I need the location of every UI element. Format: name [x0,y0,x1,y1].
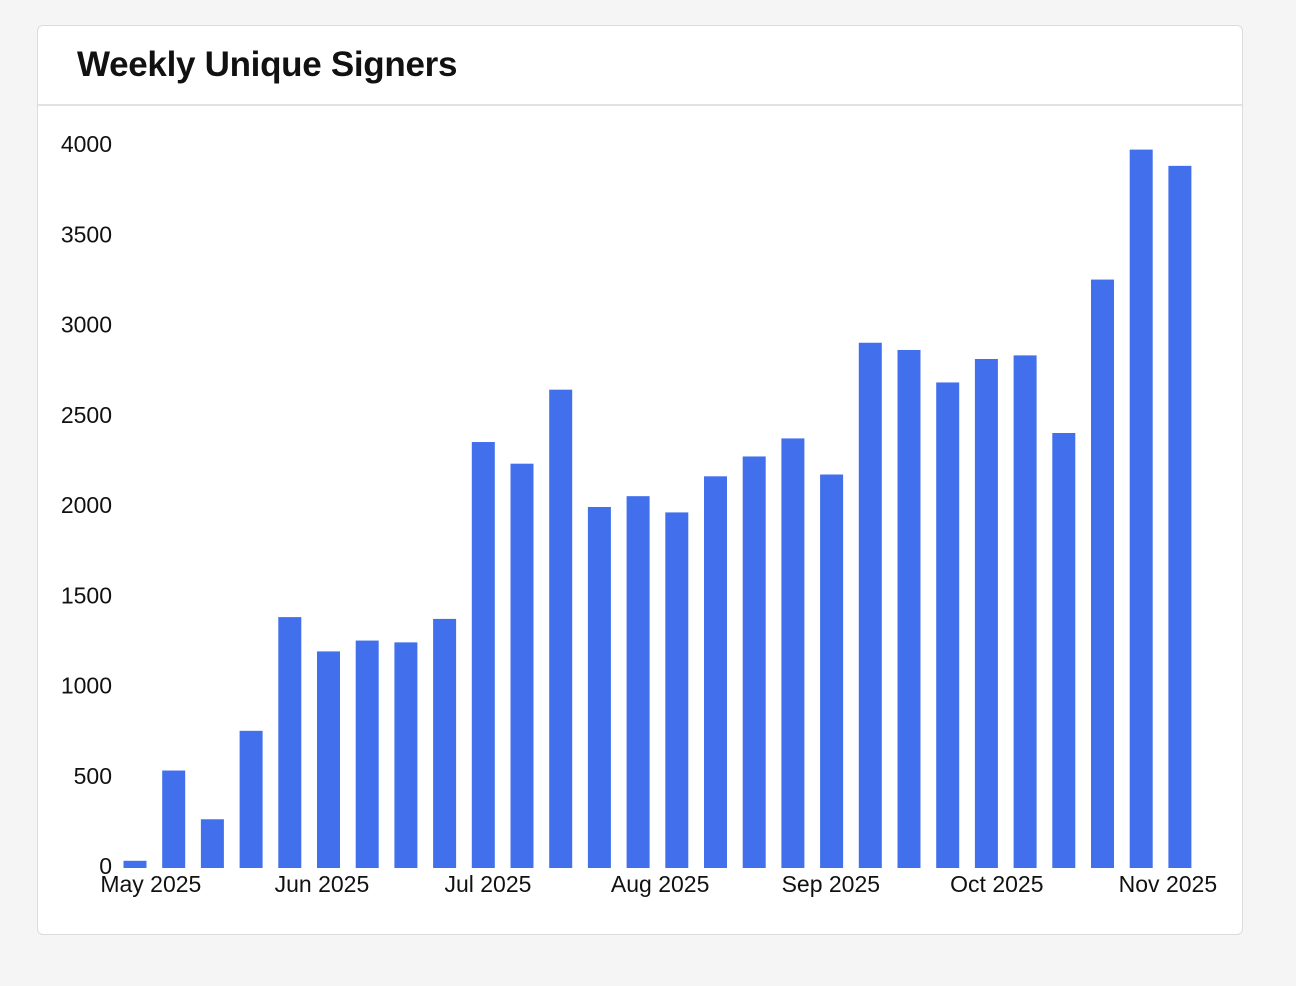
bar [549,389,573,868]
x-tick-label: Jul 2025 [444,871,531,897]
y-tick-label: 3500 [61,221,112,247]
bar [1013,355,1037,868]
x-tick-label: Sep 2025 [782,871,880,897]
bar [781,438,805,868]
bar [239,730,263,868]
bar [1091,279,1114,868]
bar [1052,432,1076,868]
bar [820,474,844,868]
bar [1129,149,1153,869]
y-tick-label: 500 [74,763,112,789]
bar [394,642,418,868]
bar [897,349,921,869]
bar [665,512,689,868]
bar [858,342,882,868]
y-tick-label: 2000 [61,492,112,518]
bar [974,358,998,868]
chart-title: Weekly Unique Signers [77,45,458,84]
y-tick-label: 1500 [61,582,112,608]
bar [355,640,379,868]
x-tick-label: Nov 2025 [1119,871,1217,897]
bar [278,617,302,868]
bar [510,463,534,868]
y-tick-label: 4000 [61,131,112,157]
bar [471,442,495,868]
y-tick-label: 1000 [61,673,112,699]
bar [626,496,650,868]
x-tick-label: Oct 2025 [950,871,1043,897]
bar [587,507,611,868]
x-tick-label: May 2025 [100,871,201,897]
bar [162,770,186,868]
bar [704,476,727,868]
bar [742,456,766,868]
y-tick-label: 3000 [61,312,112,338]
bar [200,819,224,868]
bar [317,651,340,868]
bar [1168,165,1192,869]
x-tick-label: Aug 2025 [611,871,709,897]
y-tick-label: 2500 [61,402,112,428]
x-tick-label: Jun 2025 [275,871,370,897]
bar [433,618,457,868]
y-tick-label: 0 [99,853,112,879]
bar [936,382,960,868]
bar [123,860,147,868]
card-header: Weekly Unique Signers [38,26,1242,106]
